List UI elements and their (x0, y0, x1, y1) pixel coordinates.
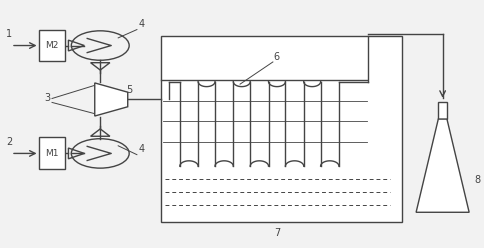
Text: M2: M2 (45, 41, 59, 50)
Bar (39, 137, 64, 169)
Text: 1: 1 (6, 29, 12, 39)
Text: 3: 3 (45, 93, 51, 103)
Text: 8: 8 (473, 175, 479, 185)
Bar (160, 36, 401, 222)
Text: 2: 2 (6, 137, 13, 147)
Text: 5: 5 (125, 85, 132, 95)
Text: 4: 4 (138, 19, 145, 29)
Text: 6: 6 (273, 52, 279, 62)
Polygon shape (415, 119, 468, 212)
Text: M1: M1 (45, 149, 59, 158)
Bar (438, 102, 446, 119)
Text: 4: 4 (138, 144, 145, 154)
Bar (39, 30, 64, 62)
Text: 7: 7 (273, 228, 280, 238)
Polygon shape (94, 83, 127, 116)
